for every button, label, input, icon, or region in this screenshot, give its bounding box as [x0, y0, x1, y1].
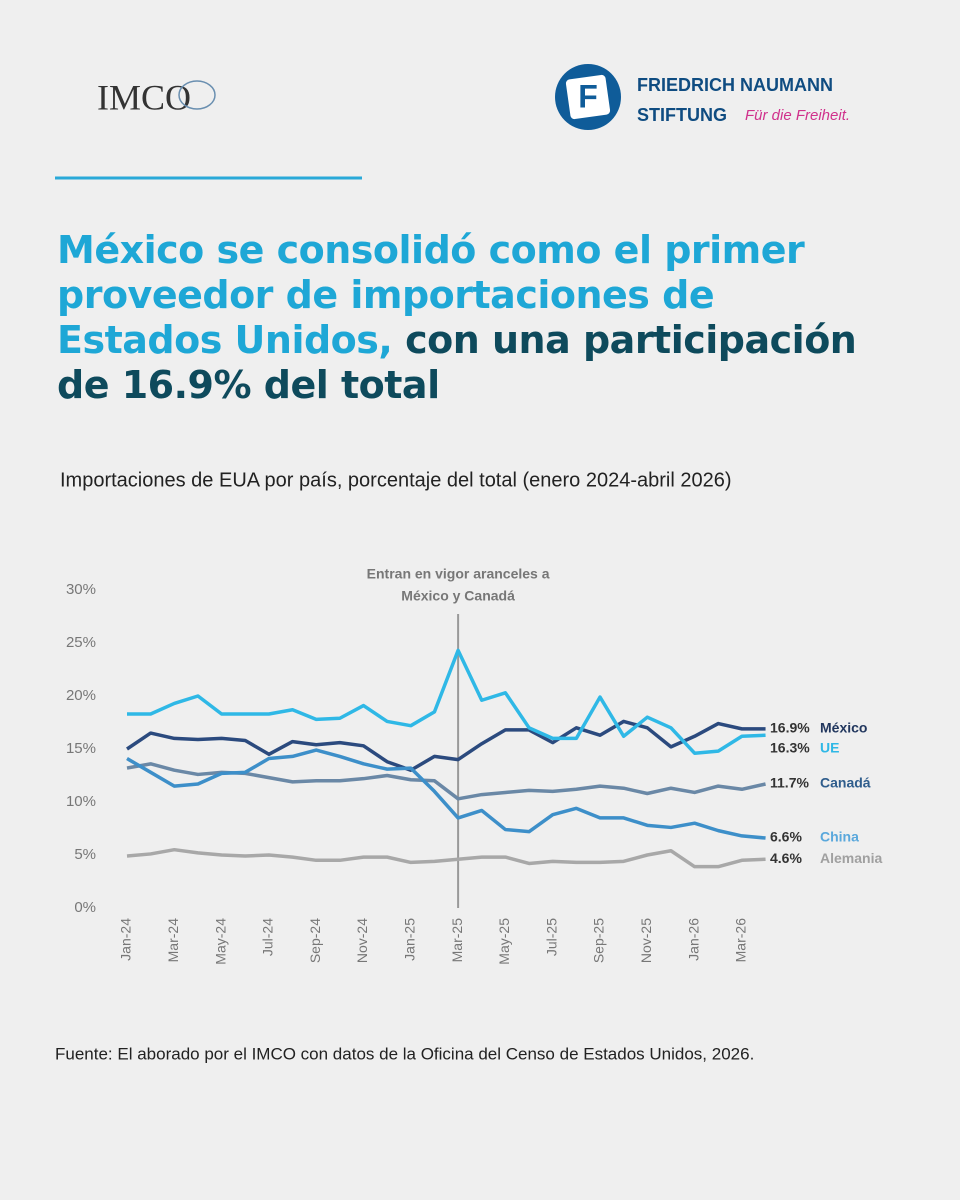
logo-swirl [178, 80, 216, 110]
logo-fnf-tagline: Für die Freiheit. [745, 107, 850, 124]
legend-label: Canadá [820, 775, 871, 791]
annotation: Entran en vigor aranceles a [367, 566, 550, 582]
x-tick-label: Mar-26 [733, 918, 749, 963]
y-tick-label: 0% [74, 899, 96, 916]
x-tick-label: Nov-24 [354, 918, 370, 963]
x-tick-label: Mar-24 [165, 918, 181, 963]
x-tick-label: Jan-25 [402, 918, 418, 961]
logo-fnf-line2: STIFTUNG [637, 105, 727, 125]
series-line [126, 748, 766, 840]
x-tick-label: May-25 [496, 918, 512, 965]
legend-label: UE [820, 740, 839, 756]
value-label: 11.7% [770, 775, 809, 791]
chart-subtitle: Importaciones de EUA por país, porcentaj… [60, 469, 732, 491]
x-tick-label: Jan-24 [118, 918, 134, 961]
headline-line: Estados Unidos, [57, 318, 393, 362]
series-line [126, 719, 766, 772]
headline-line: de 16.9% del total [57, 363, 440, 407]
annotation: México y Canadá [401, 588, 515, 604]
value-label: 16.3% [770, 740, 810, 756]
logo-imco: IMCO [97, 77, 191, 117]
x-tick-label: Jul-25 [543, 918, 559, 956]
y-tick-label: 10% [66, 793, 96, 810]
headline-line: proveedor de importaciones de [57, 273, 715, 317]
series-line [126, 762, 766, 801]
value-label: 16.9% [770, 720, 810, 736]
source: Fuente: El aborado por el IMCO con datos… [55, 1044, 754, 1063]
headline-line: México se consolidó como el primer [57, 228, 805, 272]
svg-text:F: F [578, 78, 598, 114]
y-tick-label: 25% [66, 634, 96, 651]
legend-label: México [820, 720, 867, 736]
x-tick-label: May-24 [212, 918, 228, 965]
series-line [126, 847, 766, 869]
legend-label: Alemania [820, 850, 882, 866]
logo-fnf: F [555, 64, 621, 130]
y-tick-label: 20% [66, 687, 96, 704]
headline-line: con una participación [405, 318, 857, 362]
x-tick-label: Jul-24 [260, 918, 276, 956]
y-tick-label: 15% [66, 740, 96, 757]
value-label: 6.6% [770, 829, 802, 845]
logo-fnf-line1: FRIEDRICH NAUMANN [637, 75, 833, 95]
headline: México se consolidó como el primer prove… [57, 228, 937, 408]
x-tick-label: Sep-24 [307, 918, 323, 963]
value-label: 4.6% [770, 850, 802, 866]
series-line [127, 648, 766, 755]
y-tick-label: 5% [74, 846, 96, 863]
x-tick-label: Sep-25 [591, 918, 607, 963]
x-tick-label: Nov-25 [638, 918, 654, 963]
x-tick-label: Jan-26 [685, 918, 701, 961]
y-tick-label: 30% [66, 581, 96, 598]
legend-label: China [820, 829, 859, 845]
x-tick-label: Mar-25 [449, 918, 465, 963]
